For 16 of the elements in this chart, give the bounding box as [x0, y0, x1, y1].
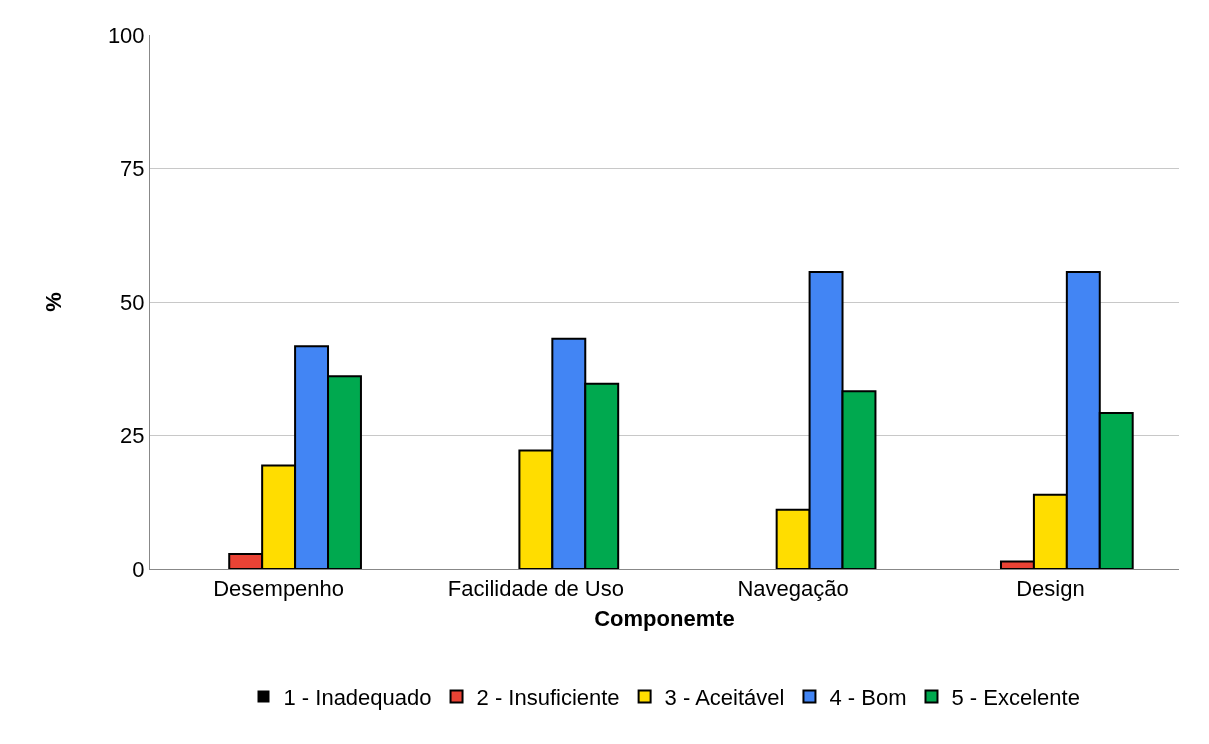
legend-label: 5 - Excelente: [951, 685, 1080, 711]
x-axis-title: Componemte: [594, 606, 735, 632]
y-tick-label: 75: [120, 156, 145, 182]
x-tick-label: Navegação: [737, 576, 849, 602]
x-tick-label: Design: [1016, 576, 1085, 602]
x-tick-label: Desempenho: [213, 576, 345, 602]
y-tick-label: 0: [132, 556, 145, 582]
y-tick-label: 50: [120, 289, 145, 315]
y-tick-label: 25: [120, 423, 145, 449]
legend-label: 1 - Inadequado: [283, 685, 432, 711]
y-axis-title: %: [40, 292, 66, 312]
y-tick-label: 100: [107, 22, 145, 48]
legend-label: 3 - Aceitável: [664, 685, 785, 711]
x-tick-label: Facilidade de Uso: [447, 576, 624, 602]
legend-label: 4 - Bom: [829, 685, 907, 711]
legend-label: 2 - Insuficiente: [476, 685, 620, 711]
